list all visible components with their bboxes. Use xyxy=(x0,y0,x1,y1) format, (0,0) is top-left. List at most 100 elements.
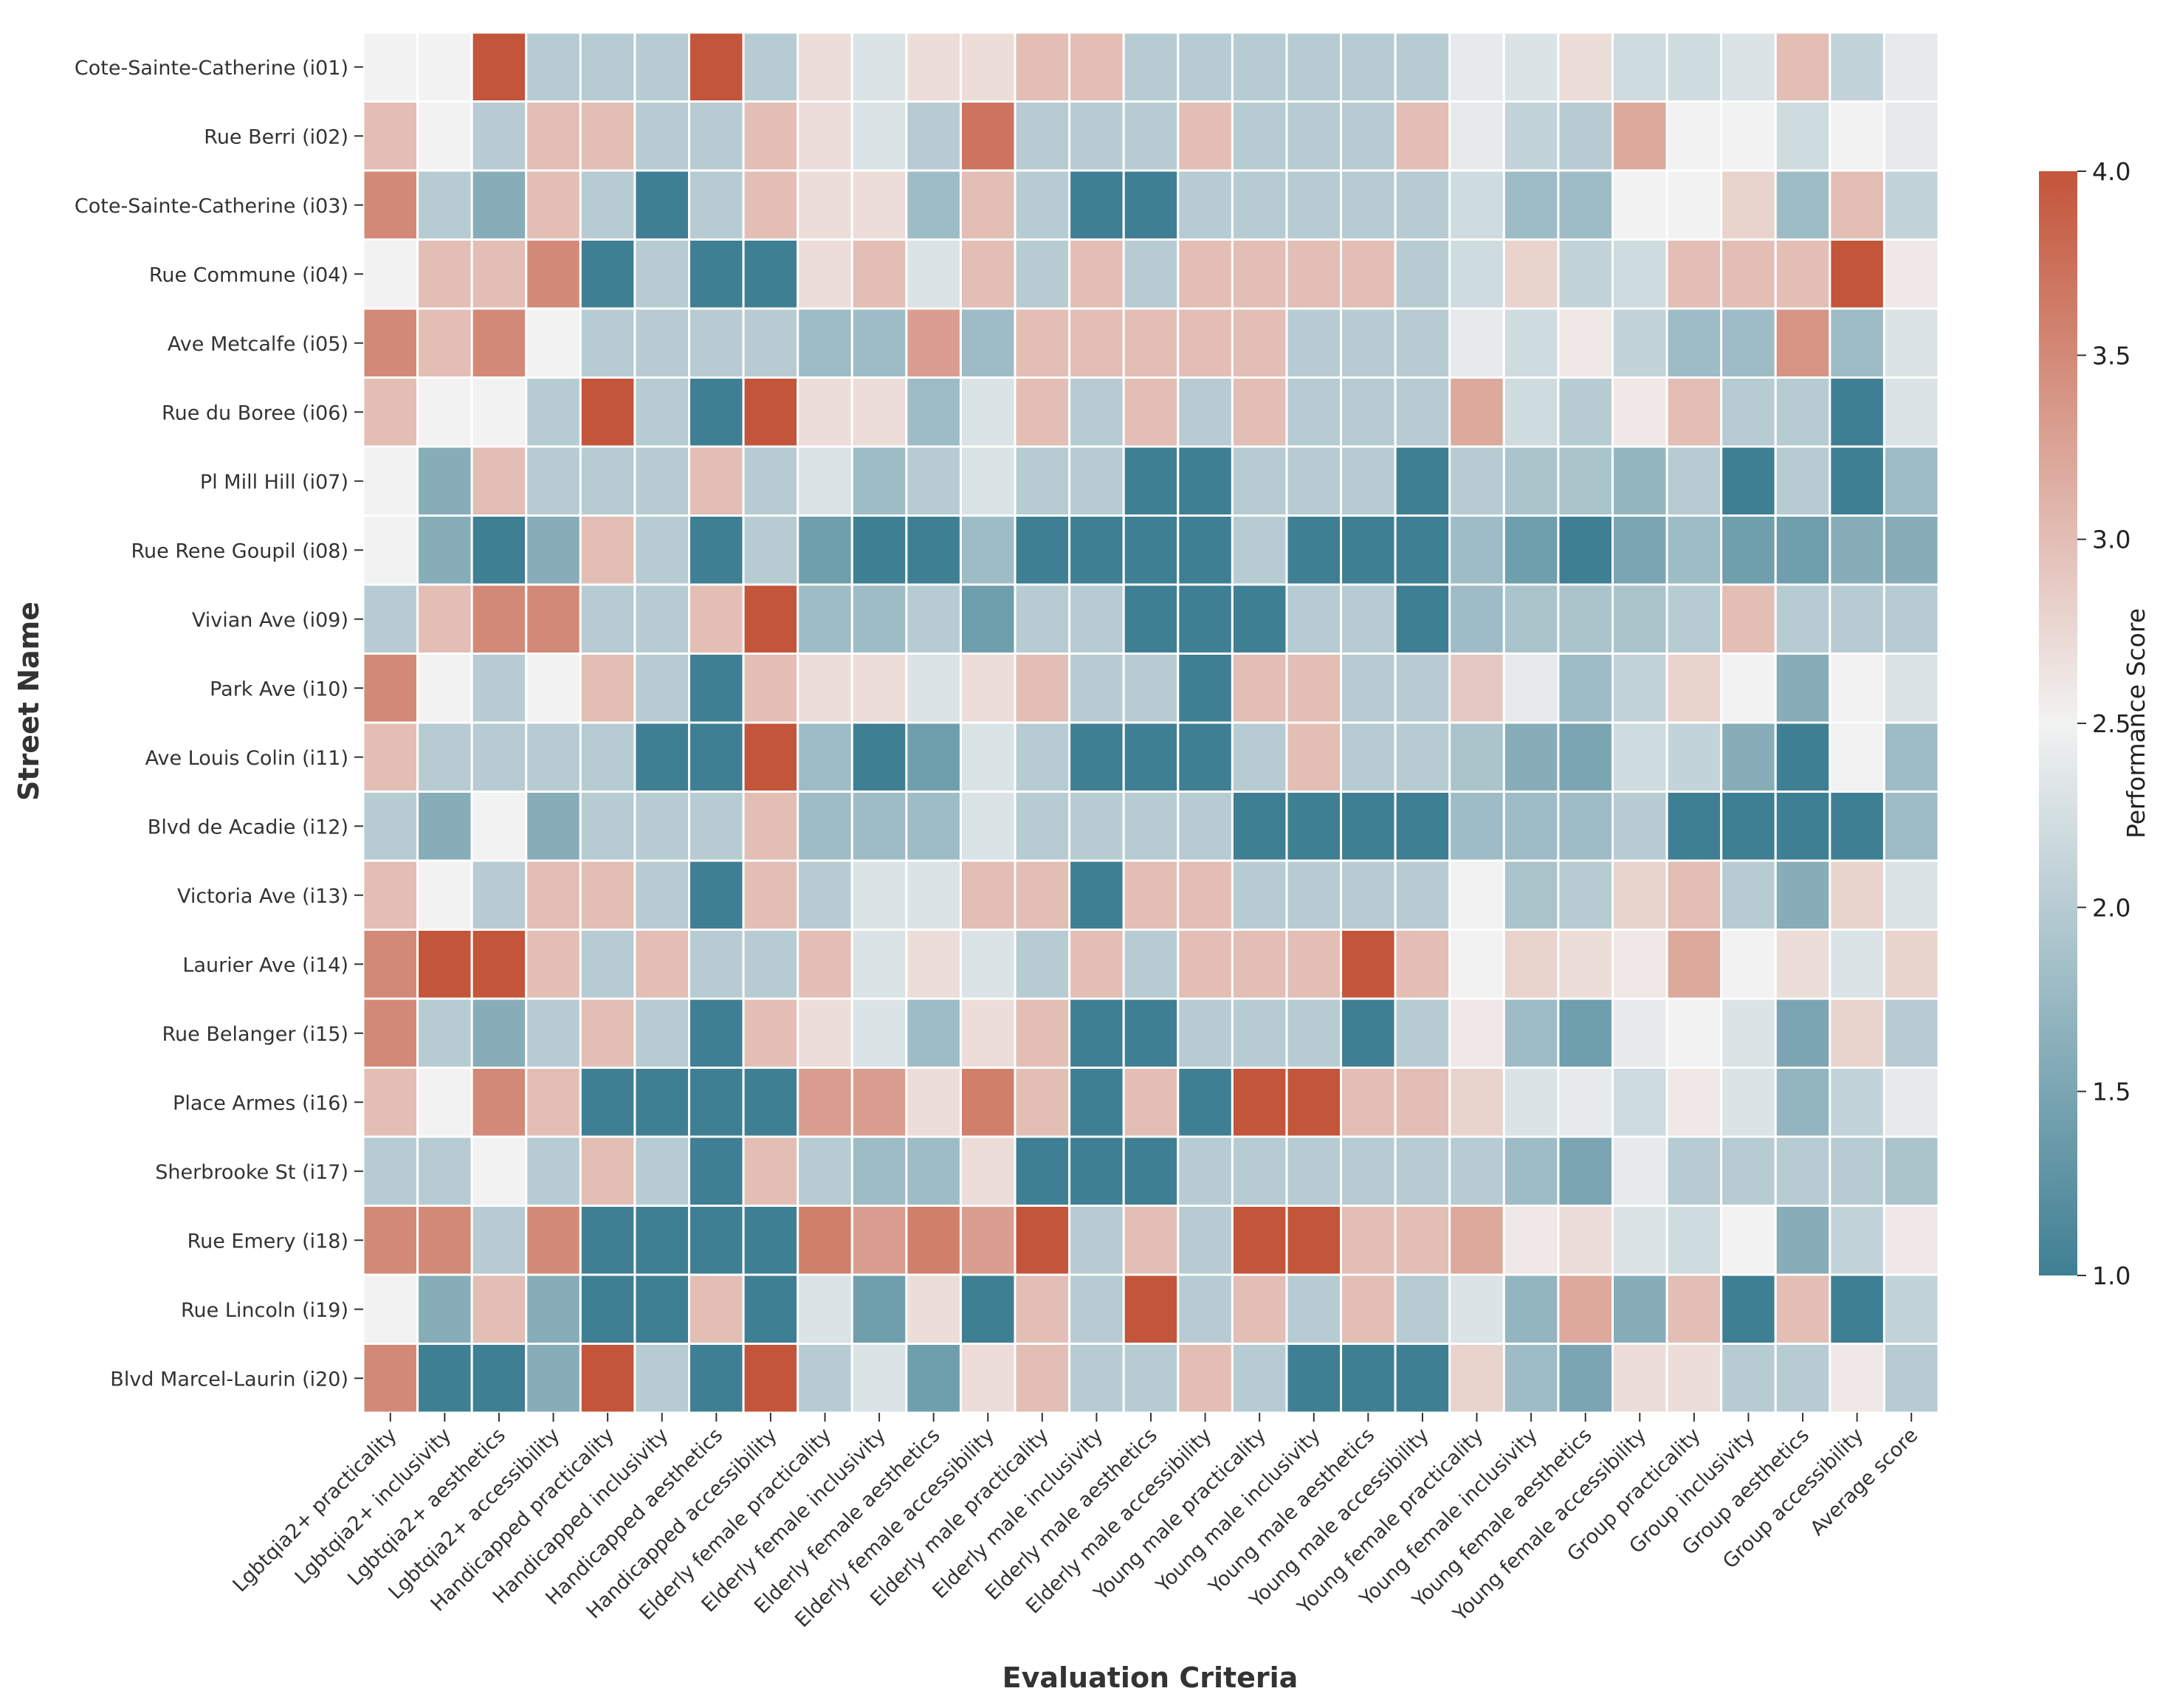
heatmap-cell xyxy=(850,1343,908,1414)
heatmap-cell xyxy=(1829,1205,1885,1276)
heatmap-cells xyxy=(362,31,1940,1414)
heatmap-cell xyxy=(1394,791,1451,862)
heatmap-cell xyxy=(1014,514,1071,586)
heatmap-cell xyxy=(525,376,582,448)
heatmap-cell xyxy=(1665,376,1723,448)
heatmap-cell xyxy=(1665,997,1723,1069)
heatmap-cell xyxy=(1340,929,1397,1000)
heatmap-cell xyxy=(1122,1067,1180,1138)
heatmap-cell xyxy=(959,31,1017,103)
heatmap-cell xyxy=(797,514,853,586)
heatmap-cell xyxy=(959,929,1017,1000)
heatmap-cell xyxy=(1122,445,1180,517)
heatmap-cell xyxy=(688,652,745,724)
heatmap-cell xyxy=(579,859,636,931)
colorbar-tick-label: 3.0 xyxy=(2092,526,2130,554)
heatmap-cell xyxy=(579,1343,636,1414)
heatmap-cell xyxy=(1774,721,1831,793)
heatmap-cell xyxy=(688,583,745,655)
heatmap-cell xyxy=(1394,307,1451,379)
heatmap-cell xyxy=(688,997,745,1069)
heatmap-cell xyxy=(633,100,691,172)
heatmap-cell xyxy=(1611,721,1668,793)
heatmap-cell xyxy=(959,514,1017,586)
heatmap-cell xyxy=(1448,652,1505,724)
heatmap-cell xyxy=(1611,859,1668,931)
heatmap-cell xyxy=(1720,169,1777,241)
heatmap-cell xyxy=(1014,238,1071,310)
heatmap-cell xyxy=(362,997,419,1069)
heatmap-cell xyxy=(797,1205,853,1276)
heatmap-cell xyxy=(1014,100,1071,172)
heatmap-cell xyxy=(850,1273,908,1345)
heatmap-cell xyxy=(1720,721,1777,793)
heatmap-cell xyxy=(579,31,636,103)
heatmap-cell xyxy=(1285,652,1343,724)
colorbar-tick-label: 3.5 xyxy=(2092,341,2130,370)
heatmap-cell xyxy=(797,1067,853,1138)
heatmap-cell xyxy=(905,859,962,931)
heatmap-cell xyxy=(525,997,582,1069)
row-tick-label: Ave Metcalfe (i05) xyxy=(168,333,348,356)
heatmap-cell xyxy=(1774,997,1831,1069)
heatmap-cell xyxy=(688,929,745,1000)
heatmap-cell xyxy=(470,652,528,724)
heatmap-cell xyxy=(362,1205,419,1276)
heatmap-cell xyxy=(362,238,419,310)
heatmap-cell xyxy=(850,583,908,655)
heatmap-cell xyxy=(742,791,799,862)
heatmap-cell xyxy=(1665,583,1723,655)
heatmap-cell xyxy=(1829,1135,1885,1207)
heatmap-cell xyxy=(1394,997,1451,1069)
heatmap-cell xyxy=(525,1205,582,1276)
heatmap-cell xyxy=(362,169,419,241)
heatmap-cell xyxy=(1285,31,1343,103)
heatmap-cell xyxy=(1720,583,1777,655)
heatmap-cell xyxy=(742,1273,799,1345)
heatmap-cell xyxy=(1285,514,1343,586)
heatmap-cell xyxy=(1665,791,1723,862)
heatmap-cell xyxy=(1014,31,1071,103)
heatmap-cell xyxy=(1882,721,1940,793)
heatmap-cell xyxy=(1882,929,1940,1000)
heatmap-cell xyxy=(633,376,691,448)
heatmap-cell xyxy=(1122,583,1180,655)
heatmap-cell xyxy=(1720,1067,1777,1138)
heatmap-cell xyxy=(1014,997,1071,1069)
heatmap-cell xyxy=(850,307,908,379)
heatmap-cell xyxy=(362,1067,419,1138)
heatmap-cell xyxy=(362,652,419,724)
heatmap-cell xyxy=(1177,583,1234,655)
heatmap-cell xyxy=(1122,1135,1180,1207)
heatmap-cell xyxy=(959,1205,1017,1276)
heatmap-cell xyxy=(1611,307,1668,379)
heatmap-cell xyxy=(416,1135,473,1207)
heatmap-cell xyxy=(1285,997,1343,1069)
heatmap-cell xyxy=(1448,376,1505,448)
colorbar-gradient xyxy=(2039,171,2077,1275)
heatmap-cell xyxy=(470,238,528,310)
heatmap-cell xyxy=(959,791,1017,862)
heatmap-cell xyxy=(1611,1067,1668,1138)
heatmap-cell xyxy=(1122,1273,1180,1345)
heatmap-cell xyxy=(1502,445,1560,517)
heatmap-cell xyxy=(525,791,582,862)
heatmap-cell xyxy=(1502,652,1560,724)
heatmap-cell xyxy=(362,929,419,1000)
heatmap-cell xyxy=(688,376,745,448)
heatmap-cell xyxy=(1665,652,1723,724)
heatmap-cell xyxy=(959,583,1017,655)
heatmap-cell xyxy=(1068,100,1125,172)
heatmap-cell xyxy=(1557,514,1614,586)
heatmap-cell xyxy=(850,376,908,448)
heatmap-cell xyxy=(959,859,1017,931)
heatmap-cell xyxy=(416,997,473,1069)
heatmap-cell xyxy=(1394,100,1451,172)
heatmap-cell xyxy=(688,514,745,586)
heatmap-cell xyxy=(1882,1135,1940,1207)
heatmap-cell xyxy=(1014,1067,1071,1138)
heatmap-cell xyxy=(1014,652,1071,724)
heatmap-cell xyxy=(1177,376,1234,448)
heatmap-cell xyxy=(1014,1135,1071,1207)
heatmap-cell xyxy=(1014,1205,1071,1276)
